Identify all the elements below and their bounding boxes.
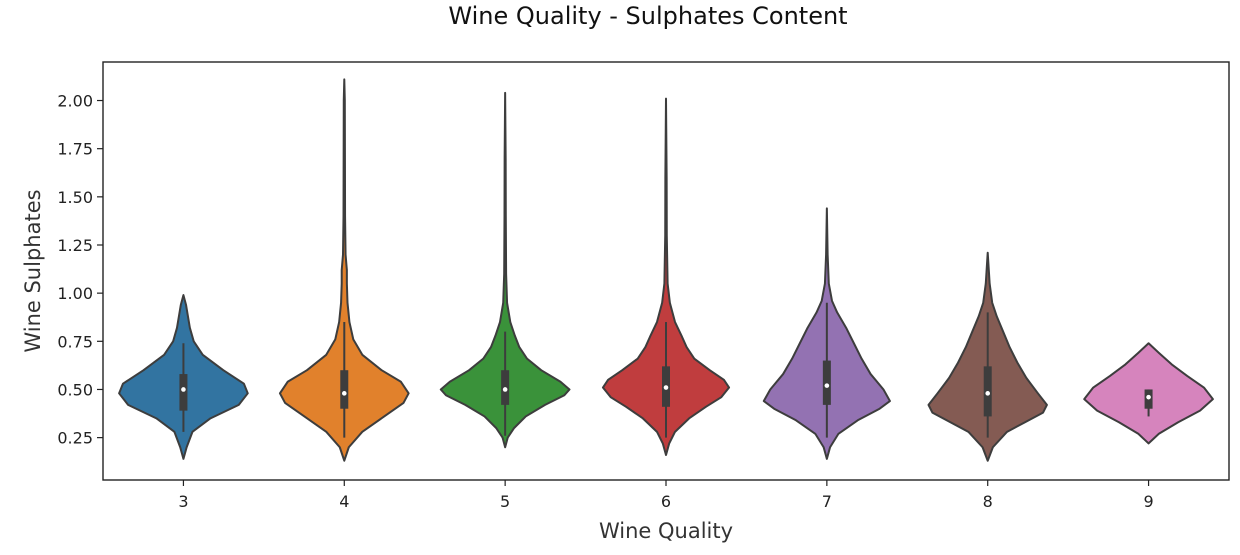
y-tick-label-0.25: 0.25: [57, 429, 93, 448]
y-tick-label-0.50: 0.50: [57, 380, 93, 399]
y-tick-label-1.50: 1.50: [57, 188, 93, 207]
median-dot-3: [181, 387, 186, 392]
median-dot-5: [502, 387, 508, 392]
x-axis: 3 4 5 6 7 8 9: [178, 480, 1154, 511]
x-axis-label: Wine Quality: [599, 519, 733, 543]
y-axis-label: Wine Sulphates: [21, 189, 45, 352]
y-axis: 0.25 0.50 0.75 1.00 1.25 1.50 1.75 2.00: [57, 92, 103, 448]
y-tick-label-0.75: 0.75: [57, 332, 93, 351]
median-dot-8: [985, 391, 991, 396]
median-dot-9: [1146, 394, 1151, 400]
iqr-box-7: [822, 360, 831, 405]
x-tick-label-9: 9: [1143, 492, 1153, 511]
median-dot-7: [824, 383, 830, 388]
y-tick-label-2.00: 2.00: [57, 92, 93, 111]
iqr-box-3: [179, 374, 188, 411]
violins-group: [118, 78, 1214, 462]
x-tick-label-3: 3: [178, 492, 188, 511]
median-dot-6: [663, 385, 669, 390]
chart-title: Wine Quality - Sulphates Content: [448, 2, 847, 30]
y-tick-label-1.25: 1.25: [57, 236, 93, 255]
violin-4: [278, 78, 410, 462]
x-tick-label-6: 6: [661, 492, 671, 511]
x-tick-label-5: 5: [500, 492, 510, 511]
x-tick-label-4: 4: [339, 492, 349, 511]
median-dot-4: [341, 391, 347, 396]
y-tick-label-1.00: 1.00: [57, 284, 93, 303]
violin-5: [439, 91, 571, 449]
violin-6: [601, 97, 731, 456]
x-tick-label-8: 8: [983, 492, 993, 511]
y-tick-label-1.75: 1.75: [57, 140, 93, 159]
iqr-box-4: [340, 370, 349, 409]
x-tick-label-7: 7: [822, 492, 832, 511]
